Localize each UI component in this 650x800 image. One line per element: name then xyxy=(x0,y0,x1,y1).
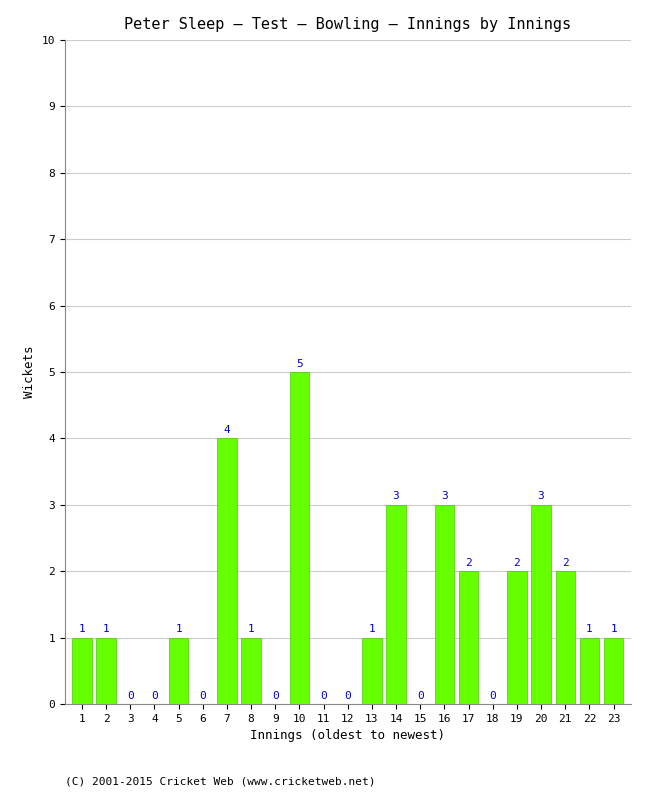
Bar xyxy=(580,638,599,704)
Title: Peter Sleep – Test – Bowling – Innings by Innings: Peter Sleep – Test – Bowling – Innings b… xyxy=(124,17,571,32)
Text: 4: 4 xyxy=(224,425,230,435)
Text: 1: 1 xyxy=(176,624,182,634)
Bar xyxy=(241,638,261,704)
Text: 5: 5 xyxy=(296,358,303,369)
Bar xyxy=(169,638,188,704)
Text: 1: 1 xyxy=(586,624,593,634)
Text: 0: 0 xyxy=(320,690,327,701)
Text: 2: 2 xyxy=(514,558,520,568)
Text: 0: 0 xyxy=(272,690,279,701)
Text: 2: 2 xyxy=(562,558,569,568)
Text: 1: 1 xyxy=(248,624,254,634)
Bar xyxy=(459,571,478,704)
Text: (C) 2001-2015 Cricket Web (www.cricketweb.net): (C) 2001-2015 Cricket Web (www.cricketwe… xyxy=(65,776,376,786)
Bar xyxy=(217,438,237,704)
Bar xyxy=(507,571,526,704)
Bar xyxy=(386,505,406,704)
Bar xyxy=(435,505,454,704)
Text: 0: 0 xyxy=(127,690,134,701)
Text: 1: 1 xyxy=(610,624,617,634)
Text: 3: 3 xyxy=(393,491,400,502)
Text: 1: 1 xyxy=(79,624,85,634)
Text: 0: 0 xyxy=(151,690,158,701)
Text: 3: 3 xyxy=(441,491,448,502)
Bar xyxy=(556,571,575,704)
Y-axis label: Wickets: Wickets xyxy=(23,346,36,398)
X-axis label: Innings (oldest to newest): Innings (oldest to newest) xyxy=(250,730,445,742)
Bar xyxy=(532,505,551,704)
Text: 3: 3 xyxy=(538,491,545,502)
Bar xyxy=(362,638,382,704)
Text: 1: 1 xyxy=(369,624,375,634)
Text: 0: 0 xyxy=(344,690,351,701)
Bar xyxy=(604,638,623,704)
Text: 0: 0 xyxy=(417,690,424,701)
Bar xyxy=(290,372,309,704)
Bar xyxy=(96,638,116,704)
Text: 2: 2 xyxy=(465,558,472,568)
Text: 1: 1 xyxy=(103,624,109,634)
Bar xyxy=(72,638,92,704)
Text: 0: 0 xyxy=(200,690,206,701)
Text: 0: 0 xyxy=(489,690,496,701)
